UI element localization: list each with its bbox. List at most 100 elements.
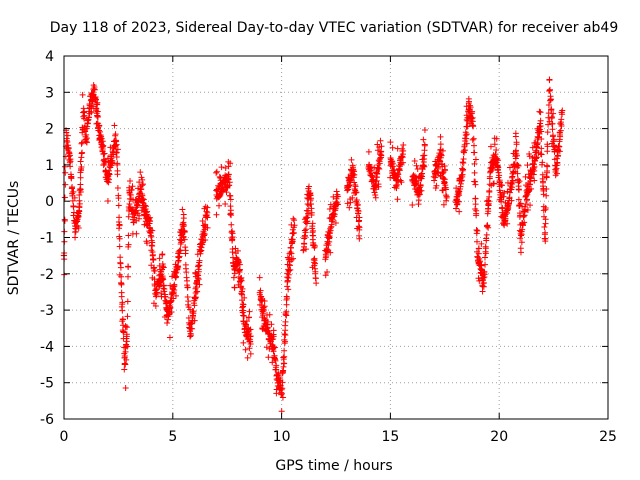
data-point-marker [485,224,492,231]
data-point-marker [77,174,84,181]
data-point-marker [192,295,199,302]
data-point-marker [473,238,480,245]
data-point-marker [118,281,125,288]
x-axis-label: GPS time / hours [275,458,392,474]
data-point-marker [327,249,334,256]
data-point-marker [279,385,286,392]
data-point-marker [547,96,554,103]
data-point-marker [281,331,288,338]
data-point-marker [246,345,253,352]
data-point-marker [472,195,479,202]
data-point-marker [543,185,550,192]
data-point-marker [517,245,524,252]
data-point-marker [353,197,360,204]
data-point-marker [285,286,292,293]
data-point-marker [500,193,507,200]
data-point-marker [310,241,317,248]
data-point-marker [62,169,69,176]
data-point-marker [123,331,130,338]
data-point-marker [421,163,428,170]
data-point-marker [125,273,132,280]
data-point-marker [229,233,236,240]
data-point-marker [202,237,209,244]
data-point-marker [226,182,233,189]
data-point-marker [279,369,286,376]
data-point-marker [310,256,317,263]
data-point-marker [492,151,499,158]
y-tick-label: 1 [45,158,54,174]
data-point-marker [222,200,229,207]
data-point-marker [65,145,72,152]
data-point-marker [558,122,565,129]
data-point-marker [322,272,329,279]
data-point-marker [356,224,363,231]
data-point-marker [415,201,422,208]
data-point-marker [531,177,538,184]
data-point-marker [502,217,509,224]
data-point-marker [116,243,123,250]
data-point-marker [260,307,267,314]
data-point-marker [68,173,75,180]
y-tick-label: -5 [40,376,54,392]
data-point-marker [555,153,562,160]
data-point-marker [334,201,341,208]
data-point-marker [330,210,337,217]
data-point-marker [114,146,121,153]
data-point-marker [279,394,286,401]
data-point-marker [460,155,467,162]
data-point-marker [365,148,372,155]
data-point-marker [156,255,163,262]
y-tick-label: 0 [45,194,54,210]
data-point-marker [482,250,489,257]
data-point-marker [100,142,107,149]
data-point-marker [150,256,157,263]
data-point-marker [554,160,561,167]
data-point-marker [346,204,353,211]
data-point-marker [227,196,234,203]
data-point-marker [332,219,339,226]
data-point-marker [537,123,544,130]
data-point-marker [440,201,447,208]
data-point-marker [198,244,205,251]
data-point-marker [125,241,132,248]
data-point-marker [126,200,133,207]
data-point-marker [75,225,82,232]
data-point-marker [541,235,548,242]
data-point-marker [225,171,232,178]
data-point-marker [530,161,537,168]
data-point-marker [538,128,545,135]
data-point-marker [498,182,505,189]
data-point-marker [552,144,559,151]
data-point-marker [191,317,198,324]
data-point-marker [485,208,492,215]
data-point-marker [371,189,378,196]
data-point-marker [289,239,296,246]
data-point-marker [442,192,449,199]
data-point-marker [352,189,359,196]
data-point-marker [387,139,394,146]
data-point-marker [183,269,190,276]
data-point-marker [204,214,211,221]
data-point-marker [266,311,273,318]
data-point-marker [257,287,264,294]
data-point-marker [549,113,556,120]
data-point-marker [302,226,309,233]
data-point-marker [289,238,296,245]
data-point-marker [152,303,159,310]
data-point-marker [486,175,493,182]
data-point-marker [114,160,121,167]
data-point-marker [517,235,524,242]
data-point-marker [115,202,122,209]
axis-ticks [63,55,609,420]
data-point-marker [313,280,320,287]
data-point-marker [513,139,520,146]
y-tick-label: -6 [40,412,54,428]
data-point-marker [77,188,84,195]
data-point-marker [195,276,202,283]
data-point-marker [69,184,76,191]
data-point-marker [79,91,86,98]
data-point-marker [377,137,384,144]
data-point-marker [164,319,171,326]
data-point-marker [234,247,241,254]
